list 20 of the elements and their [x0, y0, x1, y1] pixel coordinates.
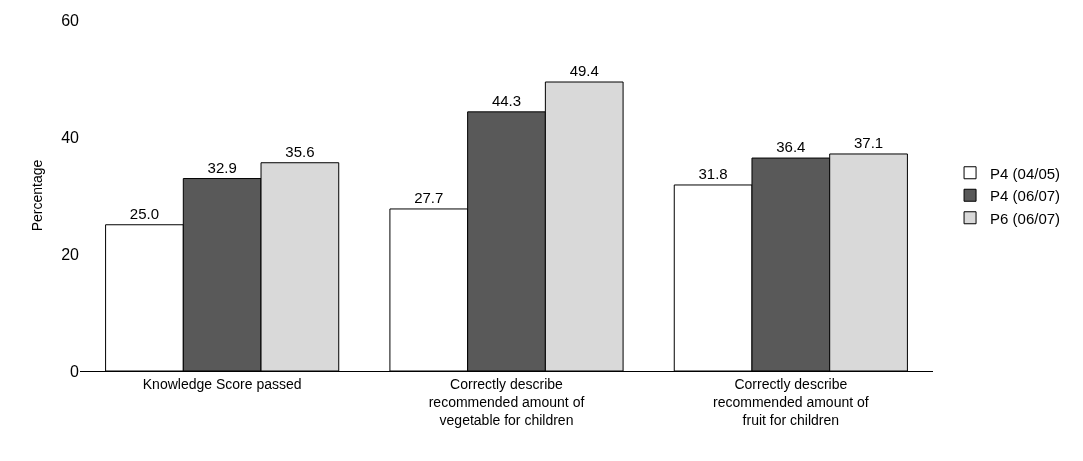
- legend-label: P6 (06/07): [990, 209, 1061, 227]
- data-label: 35.6: [285, 142, 315, 160]
- data-label: 25.0: [129, 204, 160, 222]
- legend-label: P4 (06/07): [990, 187, 1061, 205]
- data-label: 27.7: [414, 188, 444, 206]
- legend-label: P4 (04/05): [990, 164, 1061, 182]
- data-label: 36.4: [776, 138, 806, 156]
- y-tick-label: 0: [70, 362, 80, 380]
- y-tick-label: 60: [61, 11, 80, 29]
- data-label: 32.9: [207, 158, 237, 176]
- data-label: 49.4: [569, 62, 599, 80]
- data-label: 37.1: [853, 133, 884, 151]
- y-axis-title: Percentage: [28, 159, 45, 232]
- data-label: 44.3: [491, 91, 522, 109]
- y-tick-label: 40: [61, 128, 80, 146]
- x-tick-label: Correctly describe recommended amount of fruit for children: [713, 375, 869, 429]
- x-tick-label: Correctly describe recommended amount of vegetable for children: [428, 375, 585, 429]
- x-tick-label: Knowledge Score passed: [142, 375, 302, 392]
- data-label: 31.8: [698, 164, 728, 182]
- y-tick-label: 20: [61, 245, 80, 263]
